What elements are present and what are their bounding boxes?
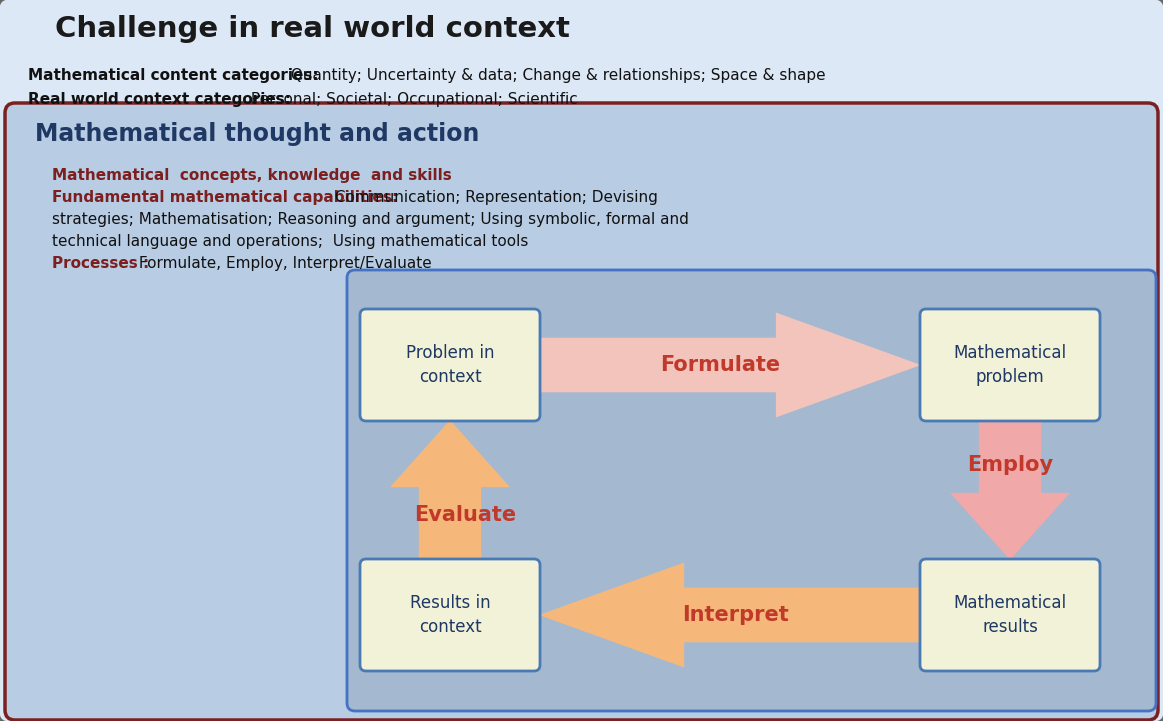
Text: Personal; Societal; Occupational; Scientific: Personal; Societal; Occupational; Scient…: [247, 92, 578, 107]
FancyBboxPatch shape: [5, 103, 1158, 720]
Text: Problem in
context: Problem in context: [406, 343, 494, 386]
Text: Results in
context: Results in context: [409, 593, 491, 637]
Text: strategies; Mathematisation; Reasoning and argument; Using symbolic, formal and: strategies; Mathematisation; Reasoning a…: [52, 212, 688, 227]
Text: Fundamental mathematical capabilities:: Fundamental mathematical capabilities:: [52, 190, 398, 205]
Polygon shape: [538, 562, 921, 668]
Text: Formulate: Formulate: [659, 355, 780, 375]
Text: technical language and operations;  Using mathematical tools: technical language and operations; Using…: [52, 234, 528, 249]
FancyBboxPatch shape: [347, 270, 1156, 711]
Text: Processes :: Processes :: [52, 256, 149, 271]
Text: Communication; Representation; Devising: Communication; Representation; Devising: [330, 190, 658, 205]
Text: Mathematical  concepts, knowledge  and skills: Mathematical concepts, knowledge and ski…: [52, 168, 451, 183]
FancyBboxPatch shape: [920, 309, 1100, 421]
Polygon shape: [538, 312, 921, 417]
Text: Evaluate: Evaluate: [414, 505, 516, 525]
Text: Mathematical content categories:: Mathematical content categories:: [28, 68, 319, 83]
FancyBboxPatch shape: [361, 559, 540, 671]
FancyBboxPatch shape: [361, 309, 540, 421]
Polygon shape: [950, 420, 1070, 560]
Text: Interpret: Interpret: [682, 605, 789, 625]
FancyBboxPatch shape: [920, 559, 1100, 671]
Text: Mathematical
problem: Mathematical problem: [954, 343, 1066, 386]
Text: Quantity; Uncertainty & data; Change & relationships; Space & shape: Quantity; Uncertainty & data; Change & r…: [286, 68, 826, 83]
Text: Real world context categories:: Real world context categories:: [28, 92, 291, 107]
Text: Mathematical
results: Mathematical results: [954, 593, 1066, 637]
Text: Formulate, Employ, Interpret/Evaluate: Formulate, Employ, Interpret/Evaluate: [134, 256, 431, 271]
Polygon shape: [390, 420, 511, 560]
Text: Employ: Employ: [966, 455, 1053, 475]
Text: Mathematical thought and action: Mathematical thought and action: [35, 122, 479, 146]
Text: Challenge in real world context: Challenge in real world context: [55, 15, 570, 43]
